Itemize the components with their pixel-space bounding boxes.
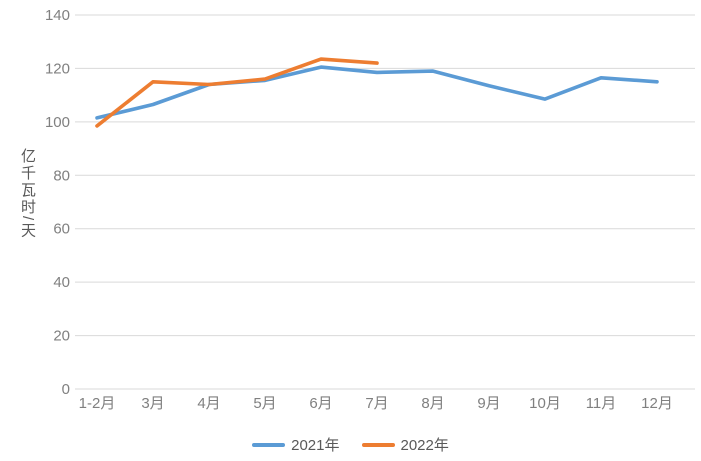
series-line-2021年 xyxy=(95,65,659,120)
x-tick-label: 3月 xyxy=(141,395,164,412)
y-tick-label: 0 xyxy=(62,381,70,398)
x-tick-label: 7月 xyxy=(365,395,388,412)
legend-label: 2022年 xyxy=(400,437,449,454)
legend-label: 2021年 xyxy=(291,437,340,454)
y-tick-label: 120 xyxy=(45,60,70,77)
x-tick-label: 11月 xyxy=(586,395,617,412)
y-tick-label: 140 xyxy=(45,7,70,24)
legend-swatch xyxy=(252,442,286,447)
y-tick-label: 40 xyxy=(53,274,70,291)
x-tick-label: 8月 xyxy=(421,395,444,412)
y-axis-title: 亿千瓦时/天 xyxy=(19,148,36,240)
series-line-2022年 xyxy=(95,57,379,128)
y-tick-label: 100 xyxy=(45,114,70,131)
legend-swatch xyxy=(361,442,395,447)
y-tick-label: 80 xyxy=(53,167,70,184)
x-tick-label: 12月 xyxy=(641,395,673,412)
y-tick-label: 20 xyxy=(53,328,70,345)
legend: 2021年 2022年 xyxy=(0,434,701,455)
x-tick-label: 4月 xyxy=(197,395,220,412)
y-tick-label: 60 xyxy=(53,221,70,238)
legend-item: 2021年 xyxy=(252,434,340,455)
x-tick-label: 1-2月 xyxy=(79,395,116,412)
x-tick-label: 5月 xyxy=(253,395,276,412)
x-tick-label: 6月 xyxy=(309,395,332,412)
x-tick-label: 10月 xyxy=(529,395,561,412)
legend-item: 2022年 xyxy=(361,434,449,455)
x-tick-label: 9月 xyxy=(477,395,500,412)
